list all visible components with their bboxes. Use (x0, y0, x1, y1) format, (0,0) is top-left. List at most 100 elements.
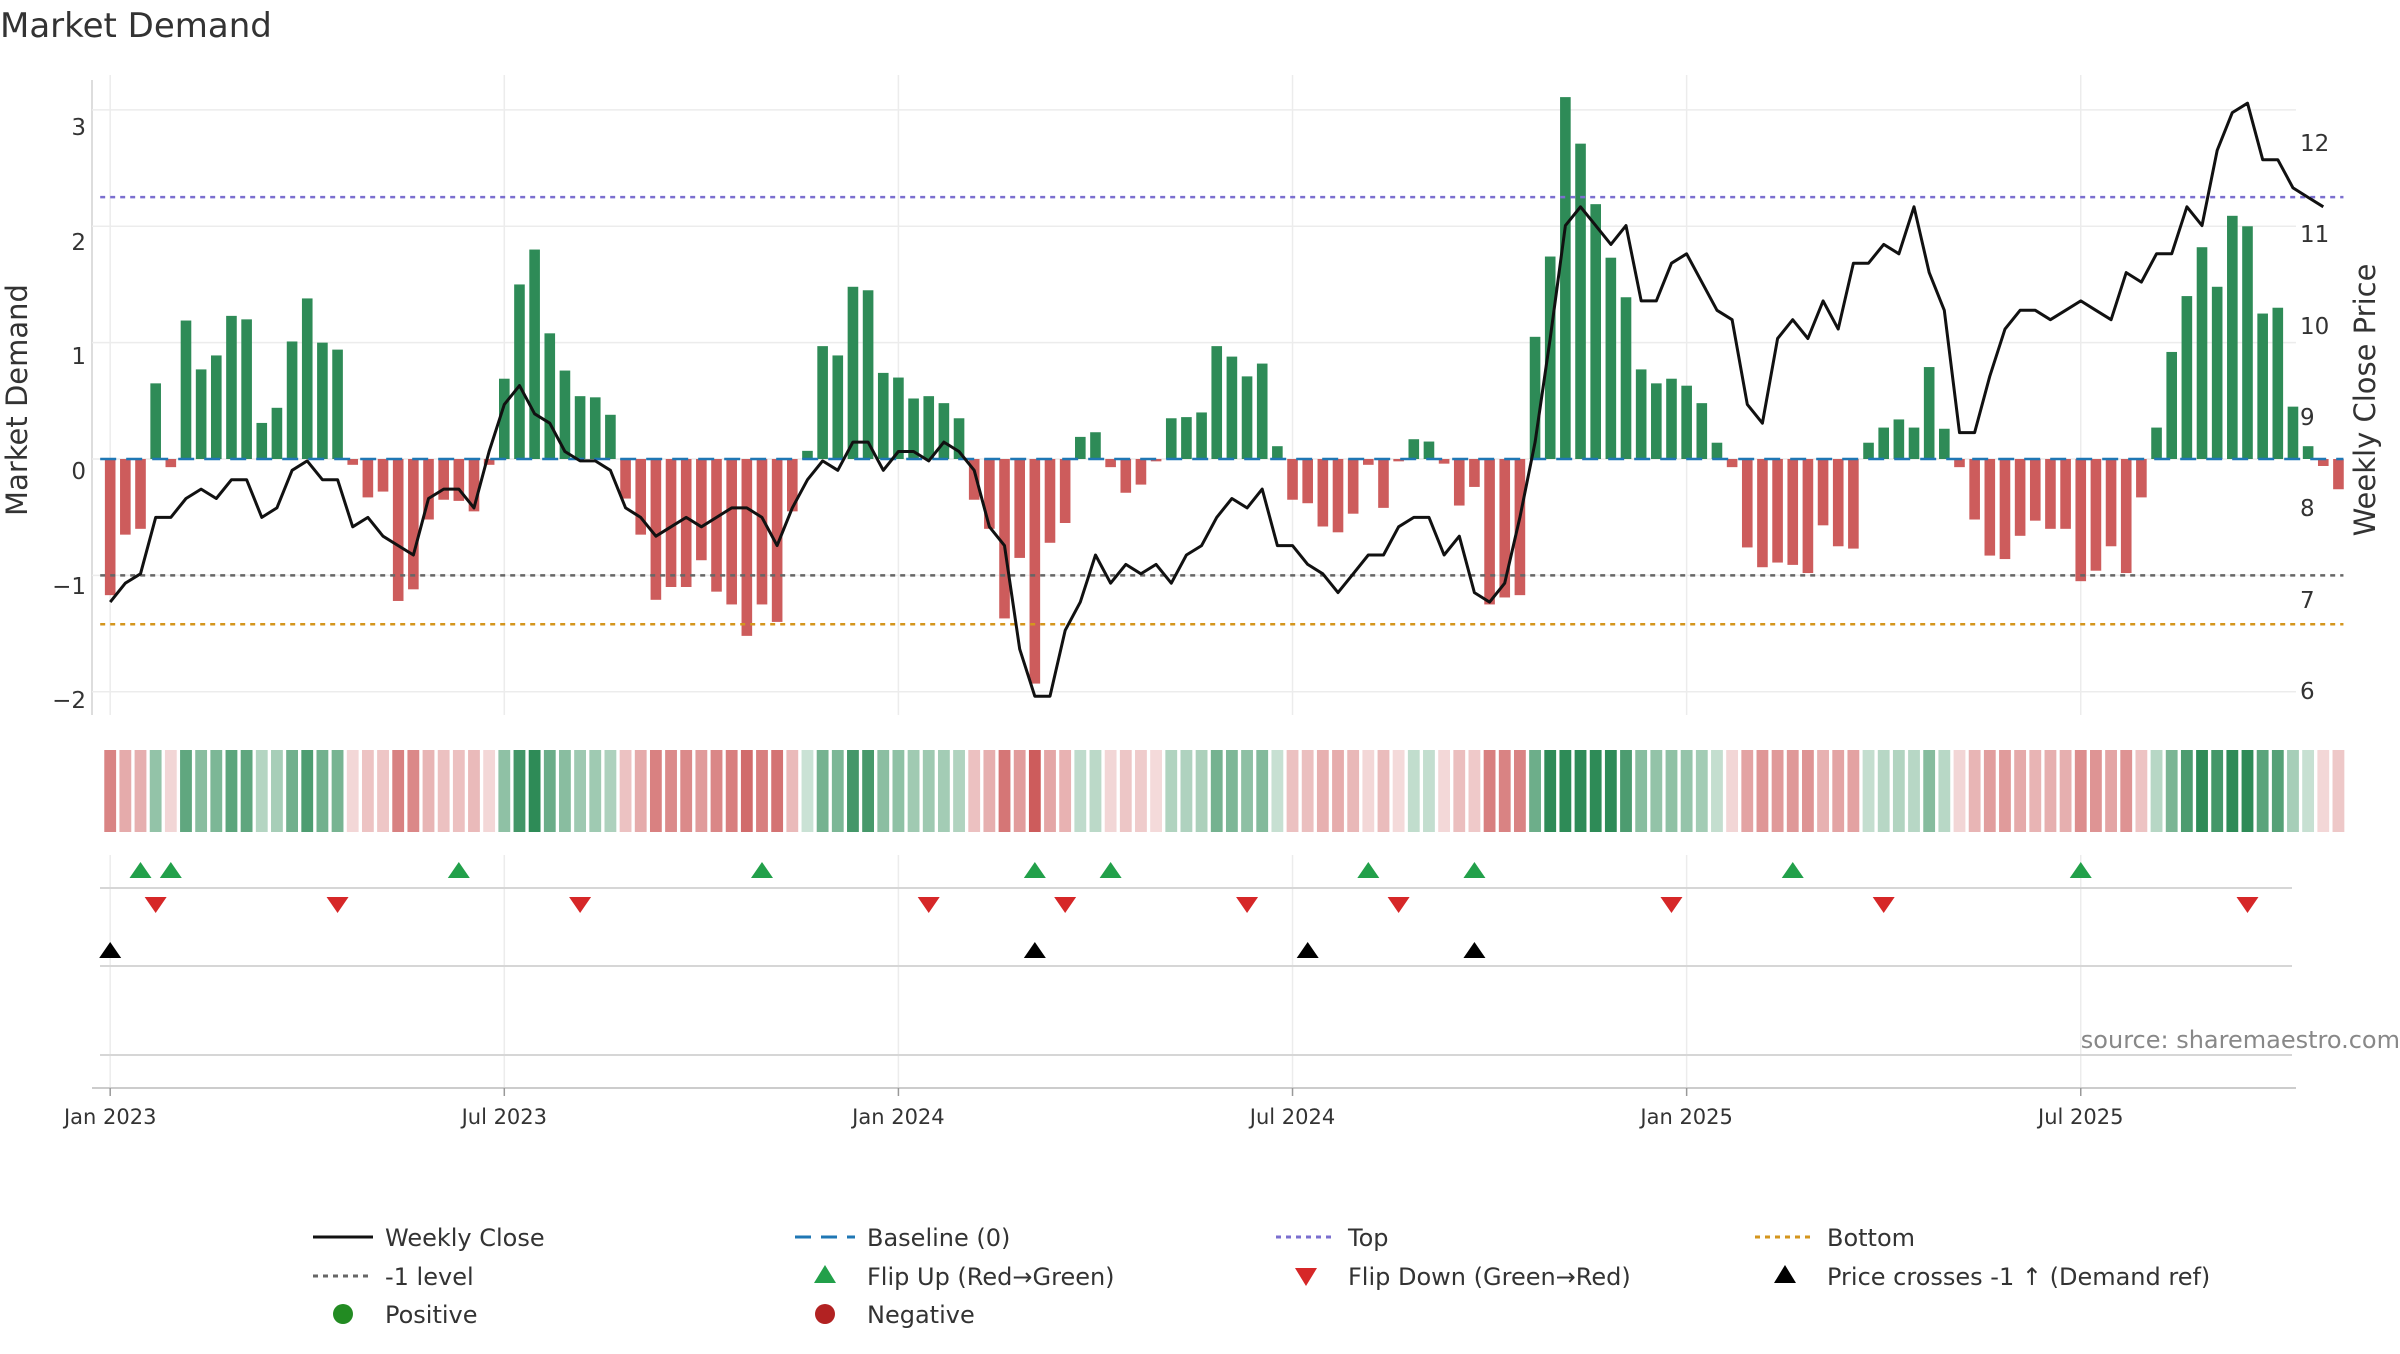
flip-up-marker (2069, 862, 2092, 878)
demand-bar (1620, 297, 1632, 459)
legend-swatch-dot (815, 1304, 835, 1324)
flip-down-marker (569, 897, 592, 913)
heat-cell (604, 750, 617, 832)
demand-bar (923, 396, 935, 459)
y-tick-label: 3 (71, 115, 86, 141)
heat-cell (1786, 750, 1799, 832)
heat-cell (968, 750, 981, 832)
heat-cell (695, 750, 708, 832)
heat-cell (862, 750, 875, 832)
x-tick-label: Jul 2024 (1248, 1105, 1335, 1129)
demand-bar (1317, 459, 1329, 527)
heat-cell (2059, 750, 2072, 832)
heat-cell (119, 750, 132, 832)
heat-cell (1559, 750, 1572, 832)
y-tick-label: −1 (52, 574, 86, 600)
heat-cell (2135, 750, 2148, 832)
demand-bar (2333, 459, 2344, 490)
legend-label: Positive (385, 1301, 478, 1329)
demand-bar (862, 290, 874, 459)
demand-bar (1802, 459, 1814, 574)
demand-bar (1408, 439, 1420, 459)
heat-cell (756, 750, 768, 832)
heat-cell (437, 750, 450, 832)
demand-bar (468, 459, 480, 512)
heat-cell (1165, 750, 1178, 832)
price-cross-marker (99, 942, 122, 958)
demand-bar (1529, 336, 1541, 459)
demand-bar (271, 407, 283, 459)
demand-bar (2014, 459, 2026, 536)
heat-cell (1817, 750, 1829, 832)
demand-bar (2227, 215, 2238, 459)
demand-bar (650, 459, 662, 600)
heat-cell (1135, 750, 1147, 832)
demand-bar (529, 249, 540, 459)
demand-bar (1181, 417, 1192, 459)
demand-bar (2090, 459, 2102, 571)
demand-bar (847, 286, 859, 459)
flip-up-marker (1463, 862, 1486, 878)
heat-cell (1377, 750, 1390, 832)
heat-cell (831, 750, 844, 832)
demand-bar (1211, 346, 1223, 459)
demand-bar (438, 459, 449, 500)
heat-cell (331, 750, 344, 832)
y2-axis-label: Weekly Close Price (2348, 264, 2382, 537)
heat-cell (2256, 750, 2269, 832)
demand-bar (1453, 459, 1465, 506)
demand-bar (665, 459, 677, 587)
heat-cell (1832, 750, 1845, 832)
demand-bar (286, 341, 298, 459)
heat-cell (210, 750, 223, 832)
heat-cell (240, 750, 253, 832)
heat-cell (649, 750, 662, 832)
heat-cell (1347, 750, 1360, 832)
price-cross-marker (1023, 942, 1046, 958)
demand-bar (1817, 459, 1829, 526)
demand-bar (1651, 383, 1662, 459)
heat-cell (180, 750, 192, 832)
y-ticks: 3 2 1 0 −1 −2 (52, 115, 86, 714)
heat-cell (468, 750, 480, 832)
demand-bar (1226, 356, 1238, 459)
x-tick-label: Jul 2025 (2036, 1105, 2123, 1129)
heat-cell (771, 750, 784, 832)
demand-bar (1772, 459, 1783, 563)
demand-bar (1287, 459, 1298, 500)
demand-bar (1256, 363, 1268, 459)
heat-cell (2196, 750, 2208, 832)
legend-swatch-dot (333, 1304, 353, 1324)
legend: Weekly Close Baseline (0) Top Bottom -1 … (313, 1224, 2210, 1329)
heat-cell (543, 750, 556, 832)
flip-up-marker (1781, 862, 1804, 878)
heat-cell (877, 750, 890, 832)
y2-ticks: 12 11 10 9 8 7 6 (2300, 131, 2329, 705)
heat-cell (1938, 750, 1951, 832)
heat-cell (1968, 750, 1981, 832)
heat-cell (498, 750, 511, 832)
heat-cell (710, 750, 723, 832)
heat-cell (665, 750, 677, 832)
heat-cell (1908, 750, 1920, 832)
heat-cell (2287, 750, 2299, 832)
heat-cell (528, 750, 541, 832)
source-note: source: sharemaestro.com (2081, 1026, 2400, 1054)
heat-cell (1771, 750, 1784, 832)
demand-bar (938, 403, 950, 459)
demand-bar (104, 459, 116, 596)
demand-bar (1711, 442, 1723, 459)
heat-cell (1468, 750, 1481, 832)
demand-bar (120, 459, 131, 535)
y-tick-label: 2 (71, 230, 86, 256)
y2-tick-label: 6 (2300, 679, 2315, 705)
weekly-close-series (109, 101, 2325, 698)
demand-bar (195, 369, 207, 459)
x-ticks: Jan 2023 Jul 2023 Jan 2024 Jul 2024 Jan 2025… (62, 1088, 2123, 1129)
heat-cell (2317, 750, 2330, 832)
demand-bar (165, 459, 177, 468)
heat-cell (195, 750, 208, 832)
heat-cell (1574, 750, 1587, 832)
heat-cell (1074, 750, 1087, 832)
legend-label: Weekly Close (385, 1224, 545, 1252)
